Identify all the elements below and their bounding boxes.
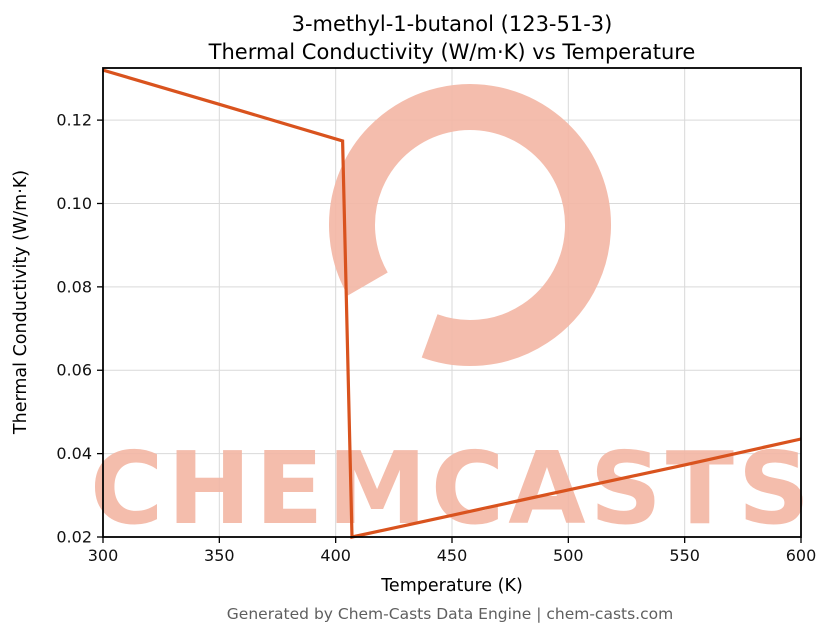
data-line-thermal_conductivity xyxy=(102,68,802,539)
x-tick-label: 500 xyxy=(553,546,584,565)
watermark-ring-icon xyxy=(329,84,611,366)
x-tick-label: 600 xyxy=(786,546,817,565)
y-tick-label: 0.06 xyxy=(56,361,92,380)
y-tick-label: 0.12 xyxy=(56,111,92,130)
x-tick-label: 300 xyxy=(88,546,119,565)
chart-title-line1: 3-methyl-1-butanol (123-51-3) xyxy=(292,12,613,36)
y-tick-label: 0.10 xyxy=(56,194,92,213)
series-line xyxy=(102,68,802,539)
y-axis-label: Thermal Conductivity (W/m·K) xyxy=(11,170,31,435)
chart-title-line2: Thermal Conductivity (W/m·K) vs Temperat… xyxy=(208,40,696,64)
y-tick-label: 0.08 xyxy=(56,277,92,296)
watermark-text: CHEMCASTS xyxy=(90,430,814,547)
footer-credit: Generated by Chem-Casts Data Engine | ch… xyxy=(227,605,673,623)
plot-border xyxy=(102,67,802,538)
x-tick-label: 550 xyxy=(669,546,700,565)
x-axis-label: Temperature (K) xyxy=(380,576,523,596)
watermark: CHEMCASTS xyxy=(90,84,814,547)
y-tick-label: 0.02 xyxy=(56,528,92,547)
x-tick-label: 450 xyxy=(437,546,468,565)
x-tick-label: 350 xyxy=(204,546,235,565)
x-tick-label: 400 xyxy=(320,546,351,565)
axes: 300 350 400 450 500 550 600 0.02 0.04 0.06 0.08 0.1… xyxy=(56,67,817,565)
y-tick-label: 0.04 xyxy=(56,444,92,463)
